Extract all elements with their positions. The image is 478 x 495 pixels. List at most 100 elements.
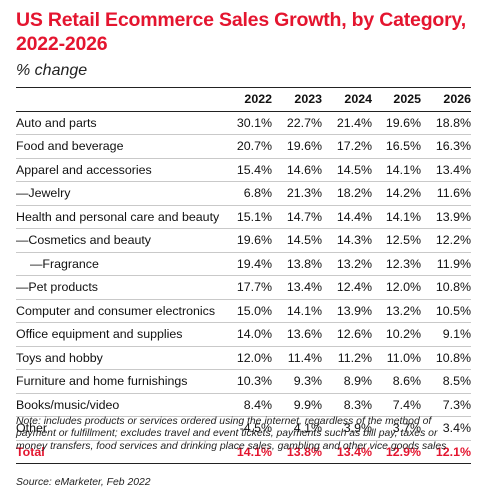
category-label: —Fragrance [16,252,221,276]
table-row: Furniture and home furnishings 10.3% 9.3% 8… [16,369,471,394]
table-row: Toys and hobby 12.0% 11.4% 11.2% 11.0% 10.8% [16,346,471,370]
value-cell-2024: 13.4% [322,440,372,464]
value-cell-2025: 12.3% [372,252,421,276]
value-cell-2024: 21.4% [322,111,372,135]
value-cell-2026: 10.8% [421,346,471,370]
value-cell-2022: 15.4% [221,158,272,182]
category-label: Total [16,440,221,464]
footnote: Note: includes products or services orde… [16,416,447,452]
category-label: —Cosmetics and beauty [16,228,221,253]
value-cell-2023: 9.9% [272,393,322,417]
value-cell-2024: 13.9% [322,299,372,323]
value-cell-2026: 11.9% [421,252,471,276]
value-cell-2023: 14.6% [272,158,322,182]
value-cell-2026: 10.5% [421,299,471,323]
value-cell-2023: 14.5% [272,228,322,253]
value-cell-2024: 14.4% [322,205,372,229]
value-cell-2022: 8.4% [221,393,272,417]
value-cell-2026: 16.3% [421,134,471,159]
category-label: Other [16,416,221,441]
table-row: Apparel and accessories 15.4% 14.6% 14.5% 14… [16,158,471,182]
table-row: —Jewelry 6.8% 21.3% 18.2% 14.2% 11.6% [16,181,471,206]
value-cell-2025: 19.6% [372,111,421,135]
value-cell-2022: 15.0% [221,299,272,323]
chart-title: US Retail Ecommerce Sales Growth, by Cat… [16,9,466,55]
value-cell-2026: 9.1% [421,322,471,347]
value-cell-2022: 15.1% [221,205,272,229]
value-cell-2023: 21.3% [272,181,322,206]
value-cell-2025: 10.2% [372,322,421,347]
column-header-2024: 2024 [322,87,372,112]
value-cell-2025: 12.9% [372,440,421,464]
value-cell-2025: 3.7% [372,416,421,441]
value-cell-2026: 13.4% [421,158,471,182]
table-row: Office equipment and supplies 14.0% 13.6% 1… [16,322,471,347]
category-label: Food and beverage [16,134,221,159]
value-cell-2023: 19.6% [272,134,322,159]
data-table: 2022 2023 2024 2025 2026 Auto and parts 30.1%… [16,87,471,464]
category-label: Auto and parts [16,111,221,135]
value-cell-2024: 18.2% [322,181,372,206]
table-row: Auto and parts 30.1% 22.7% 21.4% 19.6% 18.8% [16,111,471,135]
value-cell-2024: 17.2% [322,134,372,159]
value-cell-2022: 20.7% [221,134,272,159]
value-cell-2022: 12.0% [221,346,272,370]
value-cell-2026: 18.8% [421,111,471,135]
category-label: Furniture and home furnishings [16,369,221,394]
category-label: Office equipment and supplies [16,322,221,347]
total-row: Total 14.1% 13.8% 13.4% 12.9% 12.1% [16,440,471,464]
table-body: Auto and parts 30.1% 22.7% 21.4% 19.6% 18.8% F… [16,111,471,464]
category-label: Computer and consumer electronics [16,299,221,323]
value-cell-2023: 14.1% [272,299,322,323]
value-cell-2022: 10.3% [221,369,272,394]
table-row: —Fragrance 19.4% 13.8% 13.2% 12.3% 11.9% [16,252,471,276]
table-row: Health and personal care and beauty 15.1%… [16,205,471,229]
value-cell-2023: 13.8% [272,252,322,276]
header-row: 2022 2023 2024 2025 2026 [16,87,471,112]
value-cell-2024: 3.9% [322,416,372,441]
value-cell-2023: 14.7% [272,205,322,229]
category-label: Apparel and accessories [16,158,221,182]
category-label: Toys and hobby [16,346,221,370]
source-line: Source: eMarketer, Feb 2022 [16,477,151,488]
value-cell-2025: 8.6% [372,369,421,394]
value-cell-2022: 30.1% [221,111,272,135]
column-header-2023: 2023 [272,87,322,112]
value-cell-2022: 19.6% [221,228,272,253]
header-category-cell [16,87,221,112]
value-cell-2023: 13.4% [272,275,322,300]
value-cell-2022: 14.1% [221,440,272,464]
value-cell-2024: 14.3% [322,228,372,253]
table-row: —Pet products 17.7% 13.4% 12.4% 12.0% 10.8% [16,275,471,300]
value-cell-2023: 13.6% [272,322,322,347]
value-cell-2026: 12.2% [421,228,471,253]
value-cell-2025: 16.5% [372,134,421,159]
value-cell-2022: 19.4% [221,252,272,276]
value-cell-2022: 14.0% [221,322,272,347]
value-cell-2025: 14.1% [372,158,421,182]
value-cell-2024: 12.4% [322,275,372,300]
category-label: —Jewelry [16,181,221,206]
value-cell-2023: 13.8% [272,440,322,464]
table-row: Books/music/video 8.4% 9.9% 8.3% 7.4% 7.3% [16,393,471,417]
value-cell-2024: 11.2% [322,346,372,370]
table-row: Computer and consumer electronics 15.0% 14… [16,299,471,323]
value-cell-2025: 12.5% [372,228,421,253]
value-cell-2025: 14.1% [372,205,421,229]
value-cell-2022: 17.7% [221,275,272,300]
value-cell-2025: 7.4% [372,393,421,417]
value-cell-2023: 9.3% [272,369,322,394]
column-header-2026: 2026 [421,87,471,112]
value-cell-2024: 14.5% [322,158,372,182]
value-cell-2022: 6.8% [221,181,272,206]
value-cell-2023: 4.1% [272,416,322,441]
table-row: Food and beverage 20.7% 19.6% 17.2% 16.5% 16.… [16,134,471,159]
value-cell-2023: 11.4% [272,346,322,370]
value-cell-2025: 11.0% [372,346,421,370]
value-cell-2026: 12.1% [421,440,471,464]
table-row: Other -4.5% 4.1% 3.9% 3.7% 3.4% [16,416,471,441]
value-cell-2026: 8.5% [421,369,471,394]
chart-subtitle: % change [16,62,88,79]
table-row: —Cosmetics and beauty 19.6% 14.5% 14.3% 12.5… [16,228,471,253]
value-cell-2026: 3.4% [421,416,471,441]
